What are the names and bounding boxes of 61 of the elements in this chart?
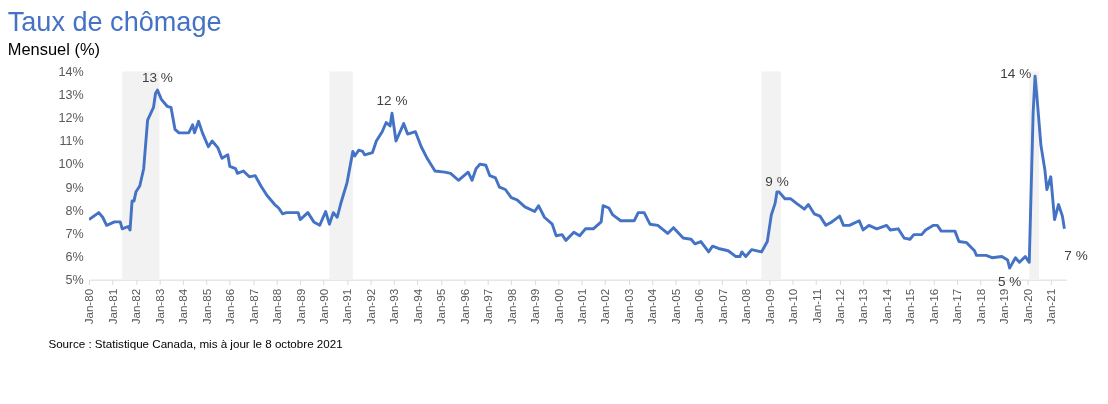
x-tick-label: Jan-14 bbox=[879, 288, 893, 325]
x-tick-label: Jan-97 bbox=[481, 288, 495, 325]
x-tick-label: Jan-90 bbox=[316, 288, 330, 325]
chart-subtitle: Mensuel (%) bbox=[7, 40, 101, 59]
x-tick-label: Jan-95 bbox=[434, 288, 448, 325]
x-tick-label: Jan-04 bbox=[645, 288, 659, 325]
y-tick-label: 5% bbox=[65, 273, 84, 288]
x-tick-label: Jan-86 bbox=[223, 288, 237, 325]
x-tick-label: Jan-20 bbox=[1020, 288, 1034, 325]
x-tick-label: Jan-06 bbox=[692, 288, 706, 325]
annotation: 13 % bbox=[142, 70, 173, 86]
x-tick-label: Jan-08 bbox=[739, 288, 753, 325]
y-tick-label: 11% bbox=[59, 134, 84, 149]
x-tick-label: Jan-88 bbox=[270, 288, 284, 325]
x-tick-label: Jan-87 bbox=[246, 288, 260, 325]
x-tick-label: Jan-89 bbox=[293, 288, 307, 325]
x-tick-label: Jan-19 bbox=[997, 288, 1011, 325]
x-tick-label: Jan-93 bbox=[387, 288, 401, 325]
x-tick-label: Jan-92 bbox=[363, 288, 377, 325]
x-tick-label: Jan-01 bbox=[575, 288, 589, 325]
x-tick-label: Jan-94 bbox=[410, 288, 424, 325]
annotation: 9 % bbox=[765, 174, 789, 190]
annotation: 5 % bbox=[997, 273, 1022, 289]
x-tick-label: Jan-11 bbox=[809, 288, 823, 324]
y-tick-label: 7% bbox=[65, 226, 84, 241]
x-tick-label: Jan-09 bbox=[762, 288, 776, 325]
y-tick-label: 13% bbox=[58, 88, 84, 103]
x-tick-label: Jan-85 bbox=[199, 288, 213, 325]
x-tick-label: Jan-03 bbox=[621, 288, 635, 325]
x-tick-label: Jan-15 bbox=[903, 288, 917, 325]
x-tick-label: Jan-02 bbox=[598, 288, 612, 325]
y-tick-label: 14% bbox=[58, 64, 84, 79]
annotation: 7 % bbox=[1064, 247, 1088, 263]
x-tick-label: Jan-96 bbox=[457, 288, 471, 325]
y-tick-label: 6% bbox=[65, 249, 84, 264]
x-tick-label: Jan-99 bbox=[528, 288, 542, 325]
y-tick-label: 10% bbox=[58, 157, 84, 172]
x-tick-label: Jan-18 bbox=[973, 288, 987, 325]
x-tick-label: Jan-13 bbox=[856, 288, 870, 325]
annotation: 12 % bbox=[376, 93, 408, 109]
chart-title: Taux de chômage bbox=[7, 5, 222, 37]
x-tick-label: Jan-07 bbox=[715, 288, 729, 325]
x-tick-label: Jan-83 bbox=[152, 288, 166, 325]
x-tick-label: Jan-00 bbox=[551, 288, 565, 325]
x-tick-label: Jan-82 bbox=[129, 288, 143, 325]
x-tick-label: Jan-84 bbox=[176, 288, 190, 325]
x-tick-label: Jan-17 bbox=[950, 288, 964, 325]
y-tick-label: 9% bbox=[65, 180, 84, 195]
x-tick-label: Jan-10 bbox=[786, 288, 800, 325]
annotation: 14 % bbox=[1000, 66, 1032, 82]
y-tick-label: 8% bbox=[65, 203, 84, 218]
x-tick-label: Jan-21 bbox=[1044, 288, 1058, 325]
x-tick-label: Jan-05 bbox=[668, 288, 682, 325]
y-tick-label: 12% bbox=[58, 111, 84, 126]
x-tick-label: Jan-91 bbox=[340, 288, 354, 325]
source-note: Source : Statistique Canada, mis à jour le 8 octobre 2021 bbox=[48, 337, 343, 351]
x-tick-label: Jan-81 bbox=[105, 288, 119, 325]
x-tick-label: Jan-12 bbox=[832, 288, 846, 325]
x-tick-label: Jan-80 bbox=[82, 288, 96, 325]
x-tick-label: Jan-16 bbox=[926, 288, 940, 325]
x-tick-label: Jan-98 bbox=[504, 288, 518, 325]
